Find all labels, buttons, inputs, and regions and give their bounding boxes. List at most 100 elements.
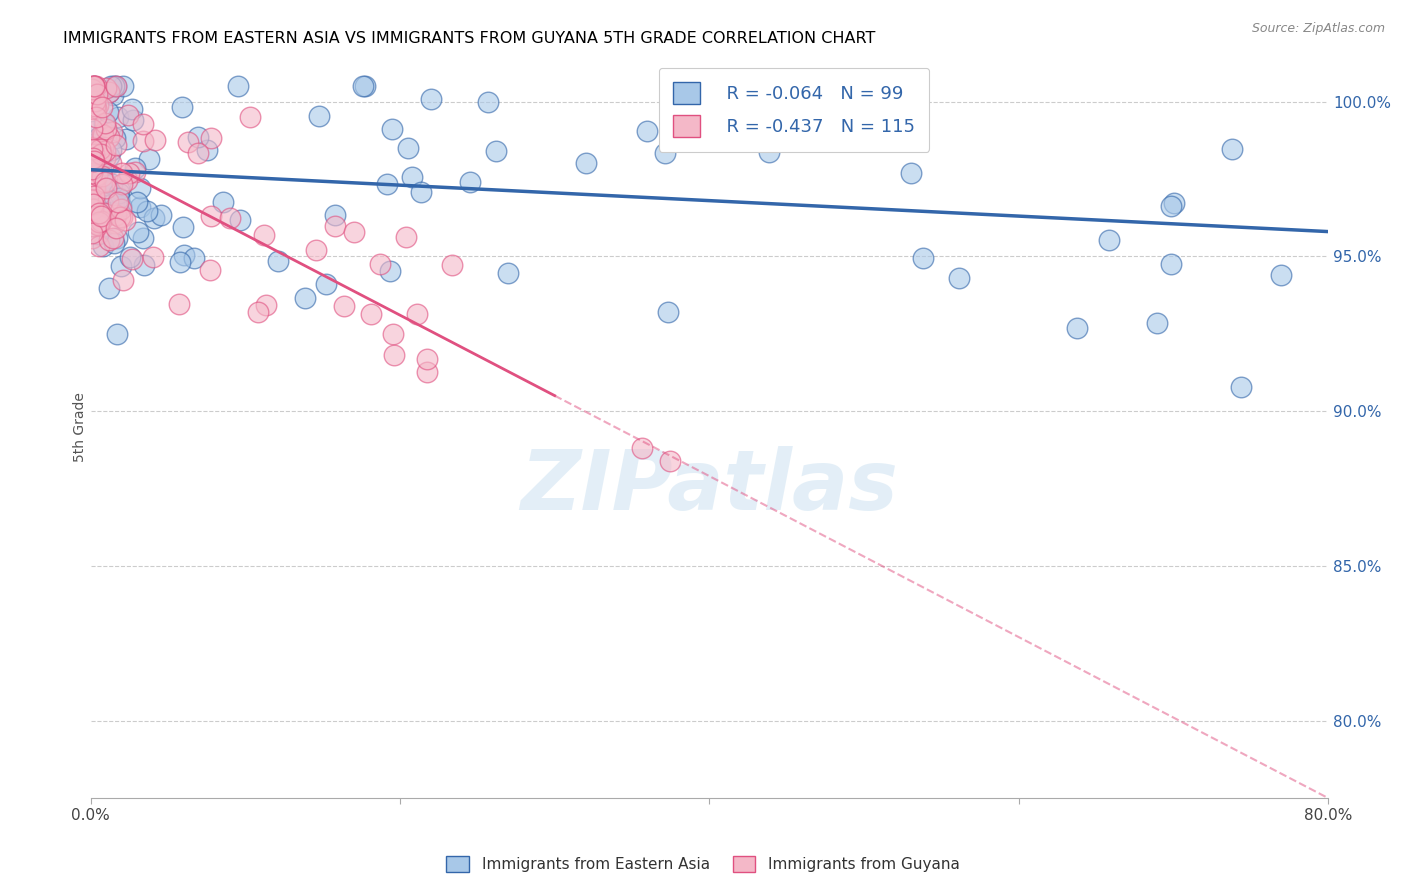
Point: [1160, 256, 1182, 270]
Point: [82, 230, 104, 244]
Point: [948, 270, 970, 285]
Point: [101, 178, 124, 192]
Legend: Immigrants from Eastern Asia, Immigrants from Guyana: Immigrants from Eastern Asia, Immigrants…: [439, 848, 967, 880]
Point: [117, 108, 139, 122]
Point: [360, 307, 382, 321]
Point: [498, 266, 520, 280]
Point: [83, 189, 105, 203]
Point: [100, 156, 122, 170]
Point: [654, 145, 676, 160]
Point: [83, 95, 105, 109]
Point: [396, 140, 419, 154]
Point: [401, 169, 423, 184]
Point: [91, 169, 114, 184]
Point: [375, 178, 398, 192]
Point: [84, 174, 107, 188]
Point: [172, 100, 194, 114]
Point: [100, 144, 122, 158]
Point: [657, 305, 679, 319]
Point: [114, 212, 136, 227]
Point: [103, 195, 125, 210]
Point: [96, 178, 118, 192]
Point: [97, 281, 120, 295]
Point: [343, 225, 366, 239]
Point: [1230, 380, 1253, 394]
Point: [86, 169, 108, 183]
Point: [143, 133, 166, 147]
Point: [105, 137, 128, 152]
Point: [90, 100, 112, 114]
Point: [104, 216, 127, 230]
Point: [86, 142, 108, 156]
Point: [118, 250, 141, 264]
Point: [82, 194, 104, 208]
Point: [368, 257, 391, 271]
Point: [183, 251, 205, 265]
Point: [127, 225, 149, 239]
Point: [332, 299, 354, 313]
Point: [1098, 233, 1121, 247]
Point: [108, 182, 131, 196]
Point: [134, 259, 156, 273]
Point: [415, 364, 437, 378]
Point: [395, 229, 418, 244]
Point: [117, 173, 139, 187]
Point: [101, 124, 124, 138]
Point: [97, 233, 120, 247]
Point: [381, 121, 404, 136]
Point: [409, 186, 432, 200]
Point: [82, 211, 104, 226]
Point: [83, 144, 105, 158]
Point: [98, 85, 121, 99]
Point: [82, 79, 104, 94]
Point: [83, 153, 105, 168]
Point: [187, 130, 209, 145]
Point: [83, 103, 105, 117]
Point: [83, 86, 105, 100]
Point: [82, 141, 104, 155]
Point: [128, 181, 150, 195]
Point: [90, 146, 112, 161]
Point: [105, 79, 128, 94]
Point: [167, 297, 190, 311]
Point: [477, 95, 499, 109]
Point: [94, 181, 117, 195]
Point: [294, 291, 316, 305]
Point: [110, 199, 132, 213]
Point: [1146, 316, 1168, 330]
Point: [172, 220, 194, 235]
Text: ZIPatlas: ZIPatlas: [520, 445, 898, 526]
Point: [94, 122, 117, 136]
Point: [101, 205, 124, 219]
Point: [101, 88, 124, 103]
Point: [138, 152, 160, 166]
Point: [758, 145, 780, 159]
Point: [83, 193, 105, 207]
Point: [125, 194, 148, 209]
Legend:   R = -0.064   N = 99,   R = -0.437   N = 115: R = -0.064 N = 99, R = -0.437 N = 115: [659, 68, 929, 152]
Point: [82, 82, 104, 96]
Point: [91, 147, 114, 161]
Point: [108, 191, 131, 205]
Point: [103, 231, 125, 245]
Point: [98, 130, 121, 145]
Point: [83, 178, 105, 193]
Point: [91, 128, 114, 142]
Point: [218, 211, 240, 226]
Point: [121, 252, 143, 266]
Point: [416, 351, 439, 366]
Point: [91, 139, 114, 153]
Point: [89, 129, 111, 144]
Point: [420, 92, 443, 106]
Point: [111, 273, 134, 287]
Point: [83, 200, 105, 214]
Point: [87, 217, 110, 231]
Text: Source: ZipAtlas.com: Source: ZipAtlas.com: [1251, 22, 1385, 36]
Point: [198, 263, 221, 277]
Point: [129, 200, 152, 214]
Point: [83, 172, 105, 186]
Point: [93, 175, 115, 189]
Point: [315, 277, 337, 292]
Point: [82, 151, 104, 165]
Point: [82, 139, 104, 153]
